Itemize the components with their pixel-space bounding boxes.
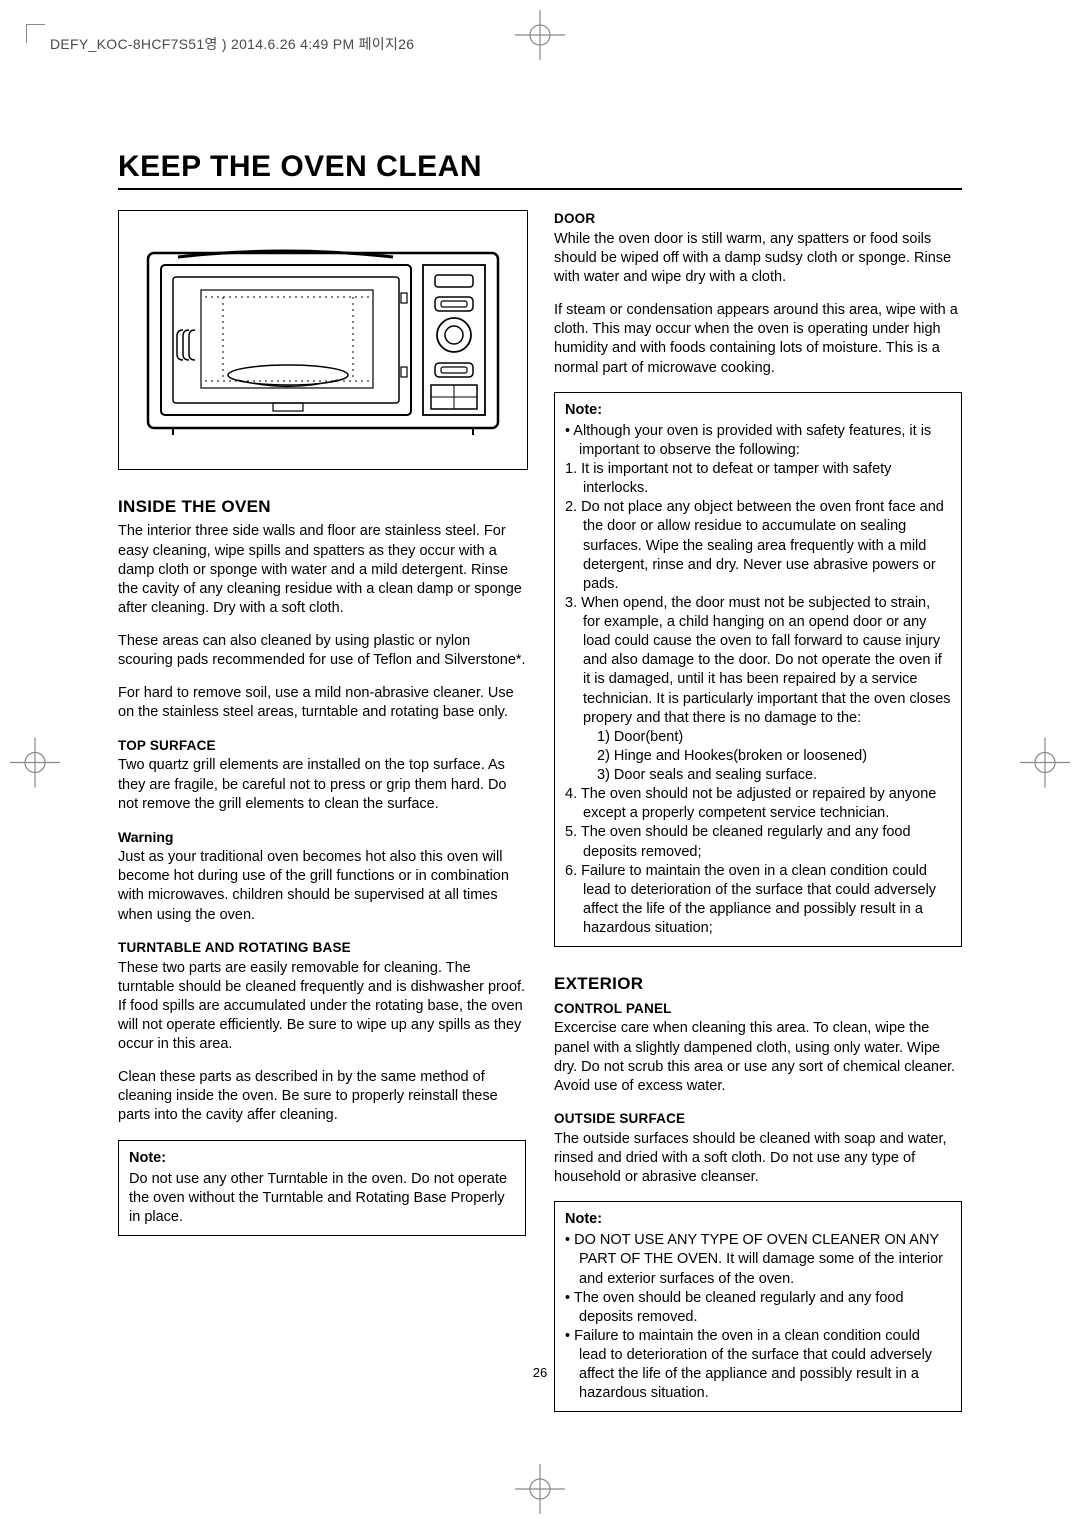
note-item: 5. The oven should be cleaned regularly … [565, 823, 951, 861]
para: Clean these parts as described in by the… [118, 1068, 526, 1125]
columns: INSIDE THE OVEN The interior three side … [118, 210, 962, 1412]
note-box: Note: Do not use any other Turntable in … [118, 1140, 526, 1237]
heading-warning: Warning [118, 828, 526, 846]
print-header: DEFY_KOC-8HCF7S51영 ) 2014.6.26 4:49 PM 페… [50, 34, 414, 54]
note-subitem: 1) Door(bent) [565, 728, 951, 747]
note-item: • Failure to maintain the oven in a clea… [565, 1327, 951, 1404]
heading-top-surface: TOP SURFACE [118, 737, 526, 755]
note-item: 2. Do not place any object between the o… [565, 498, 951, 594]
note-item: 1. It is important not to defeat or tamp… [565, 460, 951, 498]
note-item: 6. Failure to maintain the oven in a cle… [565, 862, 951, 939]
oven-diagram [118, 210, 528, 470]
content: KEEP THE OVEN CLEAN [118, 150, 962, 1412]
note-subitem: 2) Hinge and Hookes(broken or loosened) [565, 747, 951, 766]
heading-door: DOOR [554, 210, 962, 228]
heading-control-panel: CONTROL PANEL [554, 1000, 962, 1018]
page-number: 26 [533, 1365, 547, 1380]
note-item: 3. When opend, the door must not be subj… [565, 594, 951, 728]
crop-mark-left [10, 737, 60, 792]
para: For hard to remove soil, use a mild non-… [118, 684, 526, 722]
crop-mark-top [515, 10, 565, 65]
para: These areas can also cleaned by using pl… [118, 632, 526, 670]
note-item: • DO NOT USE ANY TYPE OF OVEN CLEANER ON… [565, 1231, 951, 1288]
note-subitem: 3) Door seals and sealing surface. [565, 766, 951, 785]
note-title: Note: [565, 1210, 951, 1229]
left-column: INSIDE THE OVEN The interior three side … [118, 210, 526, 1412]
para: The interior three side walls and floor … [118, 522, 526, 618]
note-item: • The oven should be cleaned regularly a… [565, 1289, 951, 1327]
page-title: KEEP THE OVEN CLEAN [118, 150, 962, 190]
page: DEFY_KOC-8HCF7S51영 ) 2014.6.26 4:49 PM 페… [0, 0, 1080, 1529]
note-title: Note: [129, 1149, 515, 1168]
note-item: 4. The oven should not be adjusted or re… [565, 785, 951, 823]
note-bullet: • Although your oven is provided with sa… [565, 422, 951, 460]
note-title: Note: [565, 401, 951, 420]
para: Excercise care when cleaning this area. … [554, 1019, 962, 1096]
para: While the oven door is still warm, any s… [554, 230, 962, 287]
crop-mark-right [1020, 737, 1070, 792]
heading-turntable: TURNTABLE AND ROTATING BASE [118, 939, 526, 957]
note-box-exterior: Note: • DO NOT USE ANY TYPE OF OVEN CLEA… [554, 1201, 962, 1412]
heading-exterior: EXTERIOR [554, 973, 962, 995]
para: Two quartz grill elements are installed … [118, 756, 526, 813]
heading-inside-oven: INSIDE THE OVEN [118, 496, 526, 518]
para: Just as your traditional oven becomes ho… [118, 848, 526, 925]
para: If steam or condensation appears around … [554, 301, 962, 378]
crop-mark-top-left [26, 24, 45, 43]
note-box-safety: Note: • Although your oven is provided w… [554, 392, 962, 948]
para: These two parts are easily removable for… [118, 959, 526, 1055]
note-body: Do not use any other Turntable in the ov… [129, 1170, 515, 1227]
right-column: DOOR While the oven door is still warm, … [554, 210, 962, 1412]
heading-outside-surface: OUTSIDE SURFACE [554, 1110, 962, 1128]
crop-mark-bottom [515, 1464, 565, 1519]
para: The outside surfaces should be cleaned w… [554, 1130, 962, 1187]
